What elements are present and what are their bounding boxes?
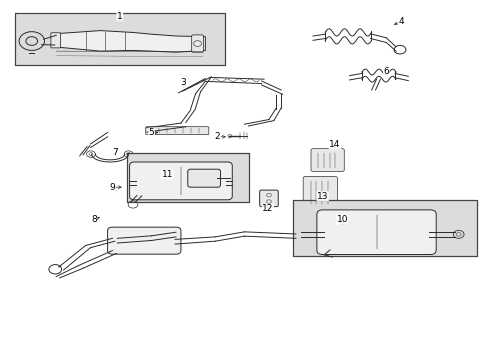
FancyBboxPatch shape bbox=[187, 169, 220, 187]
FancyBboxPatch shape bbox=[15, 13, 224, 65]
Text: 5: 5 bbox=[148, 128, 154, 137]
FancyBboxPatch shape bbox=[129, 162, 232, 200]
FancyBboxPatch shape bbox=[259, 190, 278, 207]
FancyBboxPatch shape bbox=[310, 149, 344, 171]
Polygon shape bbox=[54, 31, 205, 52]
Text: 13: 13 bbox=[316, 192, 328, 201]
FancyBboxPatch shape bbox=[127, 153, 249, 202]
Text: 8: 8 bbox=[91, 215, 97, 224]
FancyBboxPatch shape bbox=[293, 200, 476, 256]
Text: 6: 6 bbox=[383, 68, 388, 77]
FancyBboxPatch shape bbox=[107, 227, 181, 254]
Text: 7: 7 bbox=[112, 148, 118, 157]
FancyBboxPatch shape bbox=[145, 127, 208, 135]
Text: 3: 3 bbox=[180, 78, 186, 87]
Bar bbox=[15, 13, 224, 65]
Bar bbox=[127, 153, 249, 202]
Bar bbox=[293, 200, 476, 256]
Text: 9: 9 bbox=[109, 183, 115, 192]
Text: 11: 11 bbox=[161, 170, 173, 179]
FancyBboxPatch shape bbox=[51, 33, 61, 48]
FancyBboxPatch shape bbox=[191, 35, 203, 52]
Text: 12: 12 bbox=[262, 204, 273, 213]
FancyBboxPatch shape bbox=[316, 210, 435, 255]
Text: 4: 4 bbox=[397, 17, 403, 26]
Text: 1: 1 bbox=[117, 12, 122, 21]
FancyBboxPatch shape bbox=[303, 176, 337, 209]
Text: 10: 10 bbox=[336, 215, 347, 224]
Text: 2: 2 bbox=[214, 132, 220, 141]
Text: 14: 14 bbox=[328, 140, 340, 149]
